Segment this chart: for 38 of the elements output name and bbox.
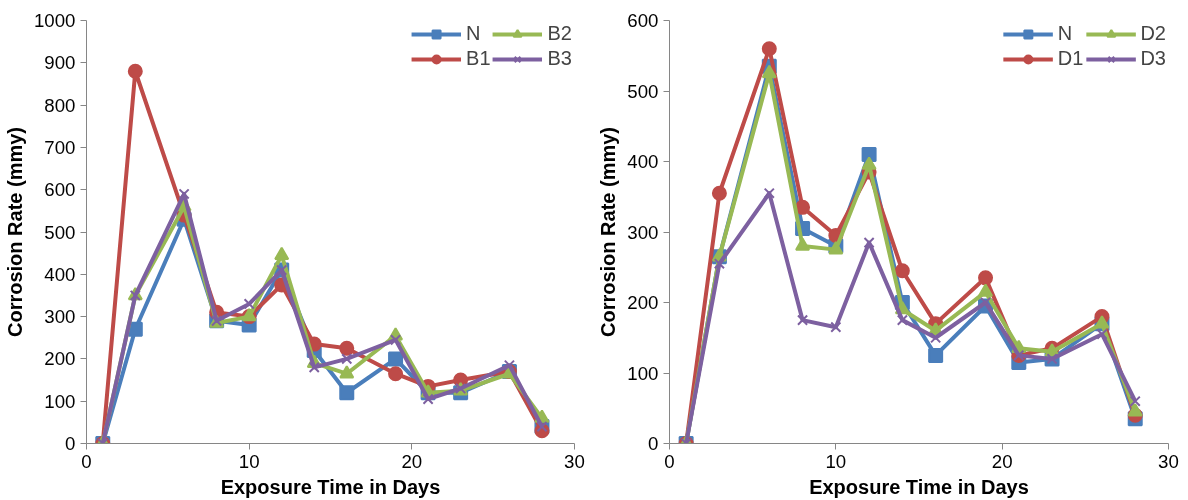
y-tick-label: 400 [627,151,659,172]
y-tick-label: 300 [44,306,76,328]
legend-label: N [1057,22,1074,45]
y-tick-label: 200 [44,348,76,370]
legend-label: B3 [547,47,572,70]
x-axis-title: Exposure Time in Days [220,475,441,498]
y-tick-label: 100 [44,390,76,412]
legend-label: D1 [1057,47,1084,70]
x-axis-title: Exposure Time in Days [809,475,1029,498]
y-tick-label: 700 [44,136,76,158]
y-tick-label: 300 [627,221,659,243]
y-axis-title: Corrosion Rate (mmy) [4,126,26,338]
y-tick-label: 600 [44,179,76,201]
legend-label: B1 [466,47,491,70]
y-tick-label: 1000 [34,10,76,31]
y-tick-label: 200 [627,292,659,313]
x-tick-label: 20 [401,450,423,472]
legend-label: D3 [1140,47,1166,70]
y-tick-label: 900 [44,52,76,74]
legend-label: N [466,22,482,45]
y-tick-label: 0 [648,433,659,454]
x-tick-label: 30 [564,450,585,472]
x-tick-label: 20 [991,450,1013,472]
legend-label: D2 [1140,22,1166,45]
x-tick-label: 0 [81,450,92,472]
x-tick-label: 10 [825,450,847,472]
x-tick-label: 0 [664,450,675,472]
y-tick-label: 100 [627,362,659,384]
y-tick-label: 0 [65,433,76,454]
x-tick-label: 10 [238,450,260,472]
y-axis-title: Corrosion Rate (mmy) [597,126,620,338]
y-tick-label: 800 [44,94,76,116]
legend-label: B2 [547,22,572,45]
x-tick-label: 30 [1158,450,1179,472]
y-tick-label: 600 [627,10,659,31]
y-tick-label: 500 [627,80,659,102]
y-tick-label: 500 [44,221,76,243]
y-tick-label: 400 [44,263,76,285]
